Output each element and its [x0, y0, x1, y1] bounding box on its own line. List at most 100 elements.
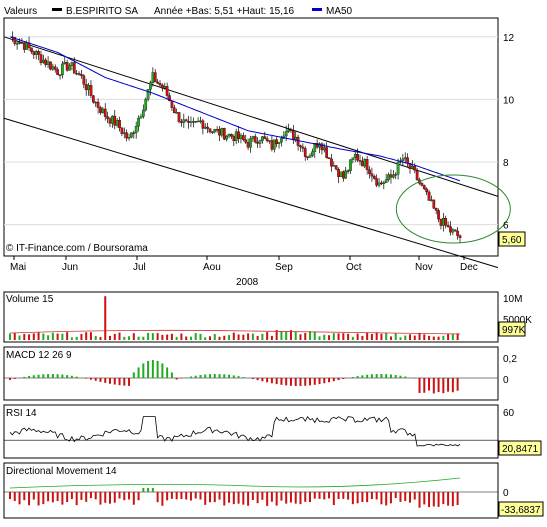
volume-bar — [390, 336, 392, 340]
macd-bar — [452, 378, 454, 392]
volume-bar — [157, 333, 159, 340]
candle-body — [366, 159, 368, 170]
candle-body — [402, 159, 404, 161]
candle-body — [33, 52, 35, 55]
dm-bar — [342, 492, 344, 499]
candle-body — [204, 127, 206, 128]
candle-body — [147, 89, 149, 99]
candle-body — [164, 86, 166, 88]
dm-bar — [95, 492, 97, 499]
macd-title: MACD 12 26 9 — [6, 350, 72, 361]
dm-bar — [304, 492, 306, 502]
candle-body — [387, 175, 389, 180]
candle-body — [109, 119, 111, 124]
dm-bar — [276, 492, 278, 506]
macd-bar — [328, 378, 330, 382]
candle-body — [183, 120, 185, 123]
macd-bar — [95, 378, 97, 381]
volume-bar — [447, 334, 449, 340]
candle-body — [209, 129, 211, 132]
volume-bar — [133, 333, 135, 340]
candle-body — [66, 62, 68, 70]
candle-body — [23, 43, 25, 50]
macd-bar — [342, 378, 344, 379]
candle-body — [437, 210, 439, 219]
macd-bar — [142, 363, 144, 378]
dm-adx-line — [10, 478, 460, 488]
macd-bar — [199, 375, 201, 378]
candle-body — [206, 127, 208, 129]
macd-bar — [257, 378, 259, 380]
candle-body — [56, 69, 58, 74]
volume-panel: Volume 15 10M 5000K 997K — [4, 292, 532, 342]
dm-bar — [61, 492, 63, 505]
candle-body — [266, 139, 268, 141]
macd-bar — [399, 376, 401, 378]
volume-bar — [266, 332, 268, 340]
volume-bar — [442, 336, 444, 340]
volume-bar — [261, 334, 263, 340]
macd-bar — [295, 378, 297, 386]
macd-bars — [4, 360, 498, 393]
volume-bar — [323, 335, 325, 340]
rsi-tick-60: 60 — [503, 408, 515, 419]
candle-body — [311, 152, 313, 156]
volume-bar — [176, 337, 178, 340]
macd-bar — [304, 378, 306, 386]
candle-body — [333, 165, 335, 166]
candle-body — [223, 128, 225, 139]
candle-body — [352, 158, 354, 160]
dm-bar — [161, 492, 163, 506]
dm-bar — [195, 492, 197, 498]
candle-body — [154, 73, 156, 82]
dm-bar — [319, 492, 321, 499]
dm-bar — [71, 492, 73, 499]
dm-bar — [328, 492, 330, 498]
candle-body — [49, 62, 51, 70]
candle-body — [45, 60, 47, 65]
macd-bar — [266, 378, 268, 382]
macd-bar — [90, 378, 92, 380]
candle-body — [54, 67, 56, 70]
volume-bar — [80, 334, 82, 340]
candle-body — [137, 118, 139, 126]
dm-bar — [438, 492, 440, 507]
dm-bar — [414, 492, 416, 500]
macd-tick-02: 0,2 — [503, 354, 517, 365]
price-tick-label: 6 — [503, 221, 509, 232]
month-label: Mai — [10, 262, 26, 273]
volume-bar — [33, 333, 35, 340]
macd-bar — [366, 375, 368, 378]
rsi-line — [4, 417, 498, 446]
candle-body — [218, 129, 220, 135]
candle-body — [304, 148, 306, 156]
dm-bar — [142, 488, 144, 492]
volume-bar — [38, 333, 40, 340]
volume-bar — [438, 337, 440, 340]
candle-body — [187, 121, 189, 122]
volume-bar — [52, 333, 54, 340]
candle-body — [330, 159, 332, 167]
candle-body — [230, 134, 232, 136]
dm-bar — [180, 492, 182, 499]
candle-body — [78, 73, 80, 74]
candle-body — [380, 183, 382, 184]
volume-bar — [161, 335, 163, 340]
candle-body — [185, 120, 187, 121]
macd-bar — [404, 377, 406, 378]
candle-body — [123, 133, 125, 134]
volume-bar — [214, 334, 216, 340]
volume-bar — [152, 333, 154, 340]
macd-bar — [166, 367, 168, 378]
dm-bar — [80, 492, 82, 500]
volume-bar — [299, 334, 301, 340]
macd-bar — [104, 378, 106, 383]
dm-bar — [233, 492, 235, 504]
dm-bar — [199, 492, 201, 499]
candle-body — [356, 154, 358, 160]
dm-bar — [395, 492, 397, 498]
candle-body — [228, 134, 230, 136]
dm-bars — [4, 478, 498, 508]
candle-body — [349, 160, 351, 171]
